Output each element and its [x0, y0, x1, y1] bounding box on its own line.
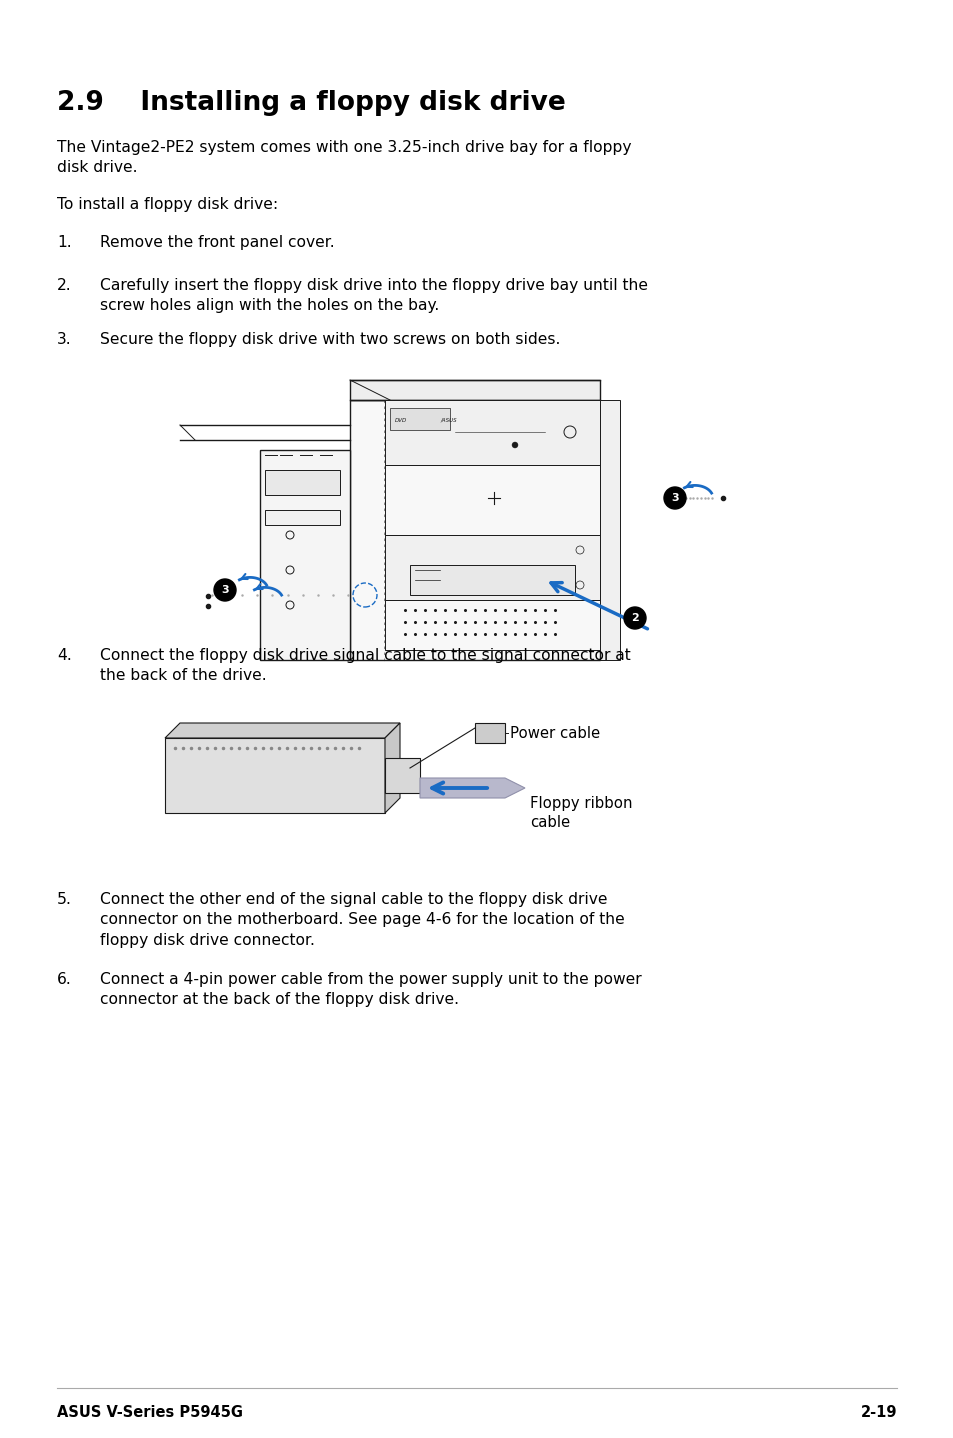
Text: The Vintage2-PE2 system comes with one 3.25-inch drive bay for a floppy
disk dri: The Vintage2-PE2 system comes with one 3… [57, 139, 631, 175]
Text: To install a floppy disk drive:: To install a floppy disk drive: [57, 197, 278, 211]
Text: ASUS V-Series P5945G: ASUS V-Series P5945G [57, 1405, 243, 1419]
Text: 3: 3 [671, 493, 679, 503]
Text: Secure the floppy disk drive with two screws on both sides.: Secure the floppy disk drive with two sc… [100, 332, 559, 347]
Text: Power cable: Power cable [510, 726, 599, 741]
Text: Remove the front panel cover.: Remove the front panel cover. [100, 234, 335, 250]
Text: 3: 3 [221, 585, 229, 595]
Polygon shape [410, 565, 575, 595]
Polygon shape [165, 738, 385, 812]
Text: Connect a 4-pin power cable from the power supply unit to the power
connector at: Connect a 4-pin power cable from the pow… [100, 972, 641, 1008]
Text: 4.: 4. [57, 649, 71, 663]
Text: Floppy ribbon
cable: Floppy ribbon cable [530, 797, 632, 830]
Polygon shape [260, 450, 350, 660]
Polygon shape [475, 723, 504, 743]
Text: Connect the other end of the signal cable to the floppy disk drive
connector on : Connect the other end of the signal cabl… [100, 892, 624, 948]
Circle shape [623, 607, 645, 628]
Text: 1.: 1. [57, 234, 71, 250]
Text: Carefully insert the floppy disk drive into the floppy drive bay until the
screw: Carefully insert the floppy disk drive i… [100, 278, 647, 313]
Polygon shape [350, 380, 599, 400]
Polygon shape [385, 400, 599, 464]
Circle shape [663, 487, 685, 509]
Polygon shape [265, 470, 339, 495]
Polygon shape [265, 510, 339, 525]
Text: /ASUS: /ASUS [439, 417, 456, 423]
Circle shape [512, 441, 517, 449]
Text: Connect the floppy disk drive signal cable to the signal connector at
the back o: Connect the floppy disk drive signal cab… [100, 649, 630, 683]
Text: DVD: DVD [395, 417, 407, 423]
Polygon shape [385, 464, 599, 535]
Text: 3.: 3. [57, 332, 71, 347]
Polygon shape [385, 758, 419, 792]
Polygon shape [390, 408, 450, 430]
Text: 5.: 5. [57, 892, 71, 907]
Text: 2-19: 2-19 [860, 1405, 896, 1419]
Polygon shape [599, 400, 619, 660]
Circle shape [213, 580, 235, 601]
Polygon shape [350, 400, 599, 660]
Polygon shape [165, 723, 399, 738]
Polygon shape [385, 600, 599, 650]
Polygon shape [385, 535, 599, 600]
Text: 2.: 2. [57, 278, 71, 293]
Text: 2: 2 [631, 613, 639, 623]
Text: 2.9    Installing a floppy disk drive: 2.9 Installing a floppy disk drive [57, 91, 565, 116]
Text: 6.: 6. [57, 972, 71, 986]
Polygon shape [385, 723, 399, 812]
Polygon shape [419, 778, 524, 798]
